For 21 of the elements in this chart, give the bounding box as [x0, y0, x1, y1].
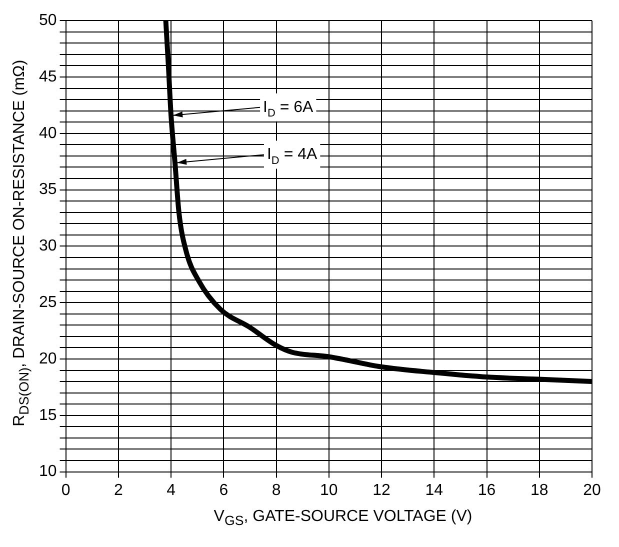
y-tick-label: 10 [39, 463, 57, 480]
x-tick-label: 16 [478, 482, 496, 499]
y-tick-label: 50 [39, 12, 57, 30]
x-tick-label: 2 [114, 482, 123, 499]
y-tick-label: 35 [39, 181, 57, 198]
y-tick-label: 20 [39, 350, 57, 368]
x-axis-title: V$_{GS}$, GATE-SOURCE VOLTAGE (V) [212, 508, 474, 528]
x-tick-label: 18 [530, 482, 548, 499]
x-tick-label: 4 [166, 482, 176, 499]
y-tick-label: 25 [39, 294, 57, 312]
y-tick-label: 45 [39, 68, 57, 86]
y-tick-label: 30 [39, 238, 57, 255]
x-tick-label: 10 [320, 482, 338, 499]
x-tick-label: 20 [583, 482, 601, 499]
x-tick-label: 6 [219, 482, 228, 499]
y-tick-label: 15 [39, 406, 57, 424]
x-tick-label: 14 [425, 482, 444, 499]
x-tick-label: 0 [61, 482, 70, 499]
x-tick-label: 12 [372, 482, 391, 499]
x-tick-label: 8 [272, 482, 281, 499]
y-tick-label: 40 [39, 124, 57, 142]
